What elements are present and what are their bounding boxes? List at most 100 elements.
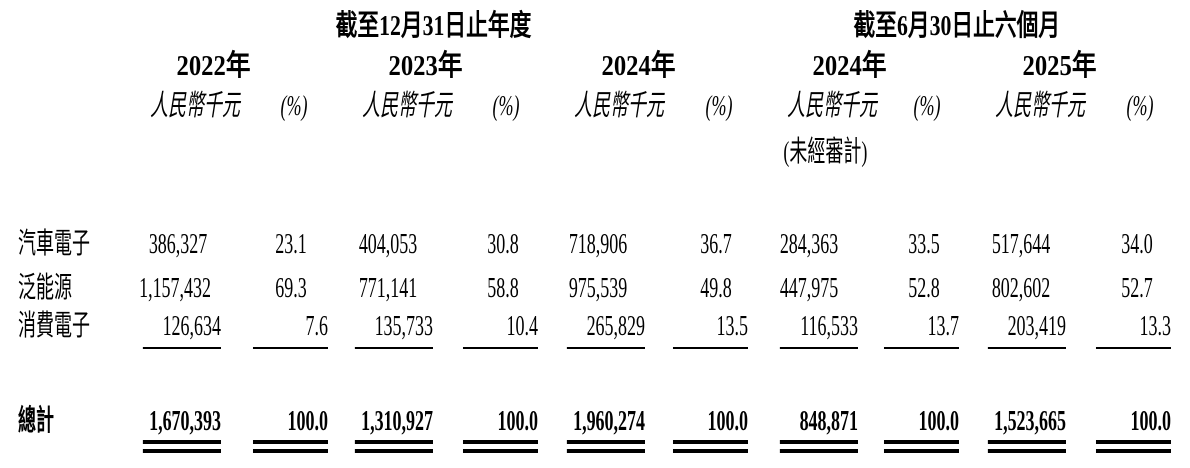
empty-cell bbox=[18, 0, 95, 46]
percent-cell: 30.8 bbox=[417, 222, 519, 266]
table-row-pan-energy: 泛能源 1,157,432 69.3 771,141 58.8 975,539 … bbox=[18, 266, 1153, 310]
percent-cell: 52.8 bbox=[838, 266, 940, 310]
percent-cell: 34.0 bbox=[1050, 222, 1153, 266]
spacer-row bbox=[18, 358, 1153, 406]
cell-value: 23.1 bbox=[275, 227, 307, 260]
cell-value: 33.5 bbox=[908, 227, 941, 260]
cell-value: 100.0 bbox=[252, 407, 328, 453]
percent-header: (%) bbox=[913, 90, 941, 122]
total-amount-cell: 1,523,665 bbox=[940, 406, 1067, 468]
percent-cell: 36.7 bbox=[627, 222, 732, 266]
year-header: 2023年 bbox=[389, 50, 463, 82]
amount-cell: 284,363 bbox=[732, 222, 838, 266]
amount-header: 人民幣千元 bbox=[574, 90, 665, 122]
year-header-2024-interim-cell: 2024年 bbox=[732, 46, 940, 85]
total-amount-cell: 1,670,393 bbox=[95, 406, 221, 468]
cell-value: 265,829 bbox=[566, 312, 645, 349]
cell-value: 1,310,927 bbox=[354, 407, 433, 453]
table-row-automotive-electronics: 汽車電子 386,327 23.1 404,053 30.8 718,906 3… bbox=[18, 222, 1153, 266]
empty-cell bbox=[838, 125, 1153, 170]
cell-value: 802,602 bbox=[991, 271, 1051, 304]
total-percent-cell: 100.0 bbox=[838, 406, 960, 468]
segment-revenue-table: 截至12月31日止年度 截至6月30日止六個月 2022年 2023年 2024… bbox=[18, 0, 1172, 468]
unaudited-note: (未經審計) bbox=[783, 136, 868, 168]
table-row-total: 總計 1,670,393 100.0 1,310,927 100.0 1,960… bbox=[18, 406, 1172, 468]
year-header-2023-cell: 2023年 bbox=[307, 46, 519, 85]
amount-cell: 517,644 bbox=[940, 222, 1050, 266]
interim-period-header: 截至6月30日止六個月 bbox=[853, 10, 1060, 42]
total-label: 總計 bbox=[18, 405, 54, 437]
cell-value: 771,141 bbox=[358, 271, 417, 304]
amount-header: 人民幣千元 bbox=[787, 90, 878, 122]
total-percent-cell: 100.0 bbox=[627, 406, 748, 468]
amount-cell: 975,539 bbox=[519, 266, 627, 310]
cell-value: 13.7 bbox=[883, 312, 960, 349]
cell-value: 30.8 bbox=[487, 227, 519, 260]
row-label-cell: 泛能源 bbox=[18, 266, 95, 310]
amount-cell: 386,327 bbox=[95, 222, 207, 266]
cell-value: 52.7 bbox=[1121, 271, 1154, 304]
percent-cell: 10.4 bbox=[417, 310, 538, 358]
period-group-header-row: 截至12月31日止年度 截至6月30日止六個月 bbox=[18, 0, 1153, 46]
unaudited-note-row: (未經審計) bbox=[18, 125, 1153, 170]
percent-header-cell: (%) bbox=[417, 85, 519, 125]
percent-header-cell: (%) bbox=[838, 85, 940, 125]
percent-header-cell: (%) bbox=[207, 85, 307, 125]
percent-cell: 13.5 bbox=[627, 310, 748, 358]
spacer-row bbox=[18, 170, 1153, 222]
amount-header: 人民幣千元 bbox=[150, 90, 241, 122]
total-percent-cell: 100.0 bbox=[417, 406, 538, 468]
cell-value: 1,157,432 bbox=[139, 271, 211, 304]
annual-period-header-cell: 截至12月31日止年度 bbox=[95, 0, 732, 46]
amount-cell: 771,141 bbox=[307, 266, 417, 310]
cell-value: 100.0 bbox=[462, 407, 538, 453]
cell-value: 848,871 bbox=[779, 407, 859, 453]
amount-header-cell: 人民幣千元 bbox=[307, 85, 452, 125]
amount-cell: 447,975 bbox=[732, 266, 838, 310]
cell-value: 7.6 bbox=[252, 312, 328, 349]
total-label-cell: 總計 bbox=[18, 406, 95, 468]
year-header: 2024年 bbox=[601, 50, 676, 82]
percent-cell: 13.7 bbox=[838, 310, 960, 358]
interim-period-header-cell: 截至6月30日止六個月 bbox=[732, 0, 1153, 46]
amount-header: 人民幣千元 bbox=[362, 90, 453, 122]
year-header-2024-cell: 2024年 bbox=[519, 46, 732, 85]
empty-cell bbox=[18, 85, 95, 125]
cell-value: 36.7 bbox=[700, 227, 733, 260]
cell-value: 100.0 bbox=[672, 407, 748, 453]
cell-value: 116,533 bbox=[779, 312, 859, 349]
cell-value: 447,975 bbox=[779, 271, 839, 304]
cell-value: 404,053 bbox=[358, 227, 417, 260]
empty-cell bbox=[18, 46, 95, 85]
unaudited-note-cell: (未經審計) bbox=[732, 125, 867, 170]
cell-value: 126,634 bbox=[142, 312, 221, 349]
year-header-row: 2022年 2023年 2024年 2024年 2025年 bbox=[18, 46, 1153, 85]
cell-value: 1,670,393 bbox=[142, 407, 221, 453]
percent-cell: 33.5 bbox=[838, 222, 940, 266]
cell-value: 13.5 bbox=[672, 312, 748, 349]
amount-header: 人民幣千元 bbox=[995, 90, 1086, 122]
spacer-cell bbox=[18, 170, 1153, 222]
amount-cell: 802,602 bbox=[940, 266, 1050, 310]
cell-value: 1,960,274 bbox=[566, 407, 645, 453]
total-amount-cell: 848,871 bbox=[732, 406, 859, 468]
year-header: 2025年 bbox=[1022, 50, 1097, 82]
cell-value: 135,733 bbox=[354, 312, 433, 349]
total-percent-cell: 100.0 bbox=[1050, 406, 1172, 468]
cell-value: 203,419 bbox=[987, 312, 1067, 349]
amount-cell: 135,733 bbox=[307, 310, 433, 358]
amount-header-cell: 人民幣千元 bbox=[519, 85, 664, 125]
cell-value: 386,327 bbox=[148, 227, 207, 260]
amount-cell: 265,829 bbox=[519, 310, 645, 358]
amount-cell: 404,053 bbox=[307, 222, 417, 266]
spacer-cell bbox=[18, 358, 1153, 406]
amount-cell: 203,419 bbox=[940, 310, 1067, 358]
cell-value: 100.0 bbox=[883, 407, 960, 453]
cell-value: 100.0 bbox=[1095, 407, 1172, 453]
column-header-row: 人民幣千元 (%) 人民幣千元 (%) 人民幣千元 (%) 人民幣千元 (%) … bbox=[18, 85, 1153, 125]
cell-value: 69.3 bbox=[275, 271, 307, 304]
amount-header-cell: 人民幣千元 bbox=[95, 85, 240, 125]
cell-value: 34.0 bbox=[1121, 227, 1154, 260]
percent-cell: 23.1 bbox=[207, 222, 307, 266]
cell-value: 517,644 bbox=[991, 227, 1051, 260]
